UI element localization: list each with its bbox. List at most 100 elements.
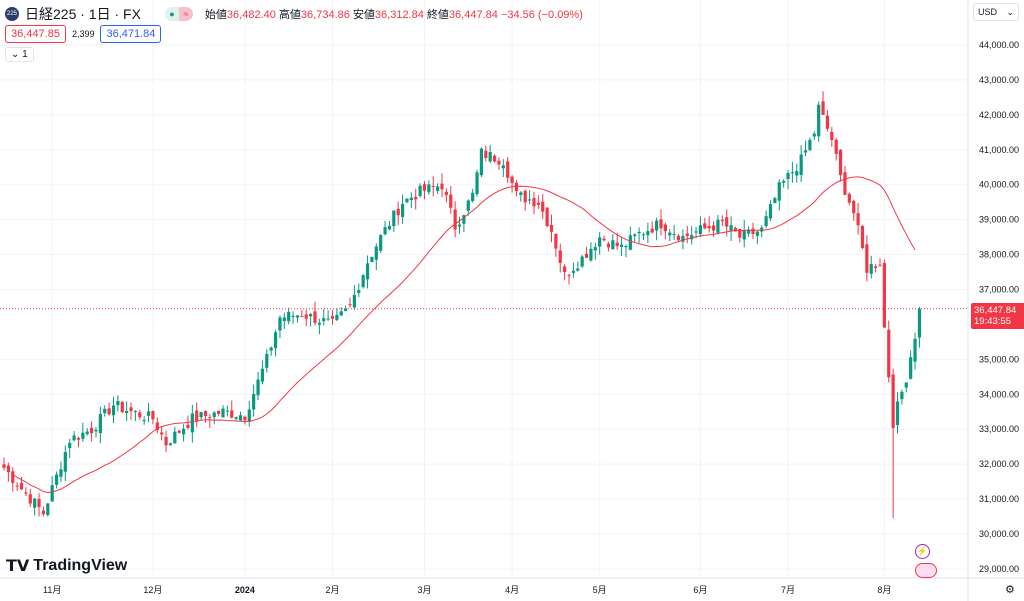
candle-body (817, 104, 821, 137)
candle-body (444, 191, 448, 196)
candle-body (685, 233, 689, 237)
candle-body (874, 266, 878, 268)
candle-body (742, 230, 746, 240)
candle-body (168, 443, 173, 446)
y-tick-label: 33,000.00 (979, 424, 1019, 434)
candle-body (63, 451, 67, 472)
candle-body (659, 219, 663, 229)
candle-body (221, 408, 225, 418)
candle-body (256, 379, 260, 396)
candle-body (545, 207, 549, 227)
last-price: 36,447.84 (974, 305, 1017, 316)
y-tick-label: 40,000.00 (979, 180, 1019, 190)
candle-body (383, 227, 387, 235)
y-tick-label: 29,000.00 (979, 564, 1019, 574)
candle-body (199, 412, 203, 418)
candle-body (85, 431, 89, 434)
candle-body (313, 311, 317, 323)
candle-body (111, 405, 116, 416)
candle-body (528, 199, 532, 201)
x-tick-label: 6月 (693, 585, 707, 595)
candle-body (764, 216, 768, 227)
delayed-data-icon: ≈ (178, 7, 193, 21)
x-tick-label: 2024 (235, 585, 255, 595)
candle-body (295, 315, 300, 318)
candle-body (181, 428, 186, 435)
candle-body (803, 150, 808, 153)
candle-body (519, 192, 523, 195)
currency-select[interactable]: USD ⌄ (973, 3, 1019, 21)
candle-body (304, 314, 308, 319)
candle-body (243, 416, 247, 421)
symbol-header: 225 日経225 · 1日 · FX ● ≈ 始値36,482.40 高値36,… (5, 4, 583, 24)
candle-body (882, 263, 886, 328)
settings-gear-icon[interactable]: ⚙ (1005, 584, 1015, 596)
candle-body (396, 208, 400, 216)
sell-price-button[interactable]: 36,447.85 (5, 25, 66, 43)
candle-body (799, 154, 803, 175)
candle-body (703, 223, 707, 229)
candle-body (195, 410, 199, 421)
candle-body (471, 192, 475, 202)
candle-body (843, 172, 847, 195)
candle-body (282, 317, 286, 321)
candle-body (909, 357, 913, 379)
buy-price-button[interactable]: 36,471.84 (100, 25, 162, 43)
candle-body (387, 225, 392, 230)
candle-body (514, 182, 519, 192)
candle-body (619, 244, 624, 247)
candle-body (484, 150, 488, 158)
us-economic-event-icon[interactable] (915, 563, 937, 578)
candle-body (506, 161, 510, 178)
candle-body (532, 198, 536, 207)
x-tick-label: 4月 (505, 585, 519, 595)
candle-body (834, 139, 838, 154)
candle-body (103, 408, 107, 414)
candle-body (164, 436, 168, 446)
candle-body (672, 233, 676, 235)
indicators-toggle[interactable]: ⌄ 1 (5, 47, 34, 62)
y-tick-label: 44,000.00 (979, 40, 1019, 50)
candle-body (655, 220, 659, 231)
currency-label: USD (978, 7, 998, 17)
candle-body (322, 318, 326, 322)
candle-body (479, 148, 484, 176)
candle-body (6, 465, 10, 473)
symbol-title[interactable]: 日経225 · 1日 · FX (25, 6, 141, 22)
candle-body (173, 431, 177, 444)
y-tick-label: 31,000.00 (979, 494, 1019, 504)
candle-body (628, 235, 632, 250)
candle-body (492, 155, 497, 162)
candle-body (676, 235, 681, 241)
candle-body (230, 410, 234, 418)
candle-body (133, 411, 137, 413)
candle-body (711, 225, 716, 231)
y-tick-label: 41,000.00 (979, 145, 1019, 155)
candle-body (786, 173, 790, 180)
candle-body (576, 268, 580, 271)
indicator-count: 1 (22, 49, 28, 60)
candle-body (238, 415, 243, 421)
candle-body (142, 419, 146, 422)
candle-body (755, 231, 759, 236)
candle-body (497, 160, 501, 165)
candle-body (821, 101, 825, 115)
candle-body (422, 184, 427, 191)
candle-body (830, 131, 834, 140)
candle-body (541, 201, 545, 212)
y-tick-label: 42,000.00 (979, 110, 1019, 120)
candle-body (431, 186, 435, 188)
status-pill[interactable]: ● ≈ (164, 7, 193, 21)
tradingview-logo[interactable]: 𝗧𝗩 TradingView (6, 556, 127, 576)
candle-body (309, 313, 313, 317)
candle-body (339, 311, 343, 316)
candle-body (405, 198, 409, 203)
candle-body (203, 411, 208, 417)
candle-body (825, 115, 830, 129)
candle-body (900, 391, 904, 400)
lightning-event-icon[interactable]: ⚡ (915, 544, 930, 559)
candle-body (28, 494, 32, 504)
candle-body (917, 308, 922, 338)
x-tick-label: 5月 (593, 585, 607, 595)
